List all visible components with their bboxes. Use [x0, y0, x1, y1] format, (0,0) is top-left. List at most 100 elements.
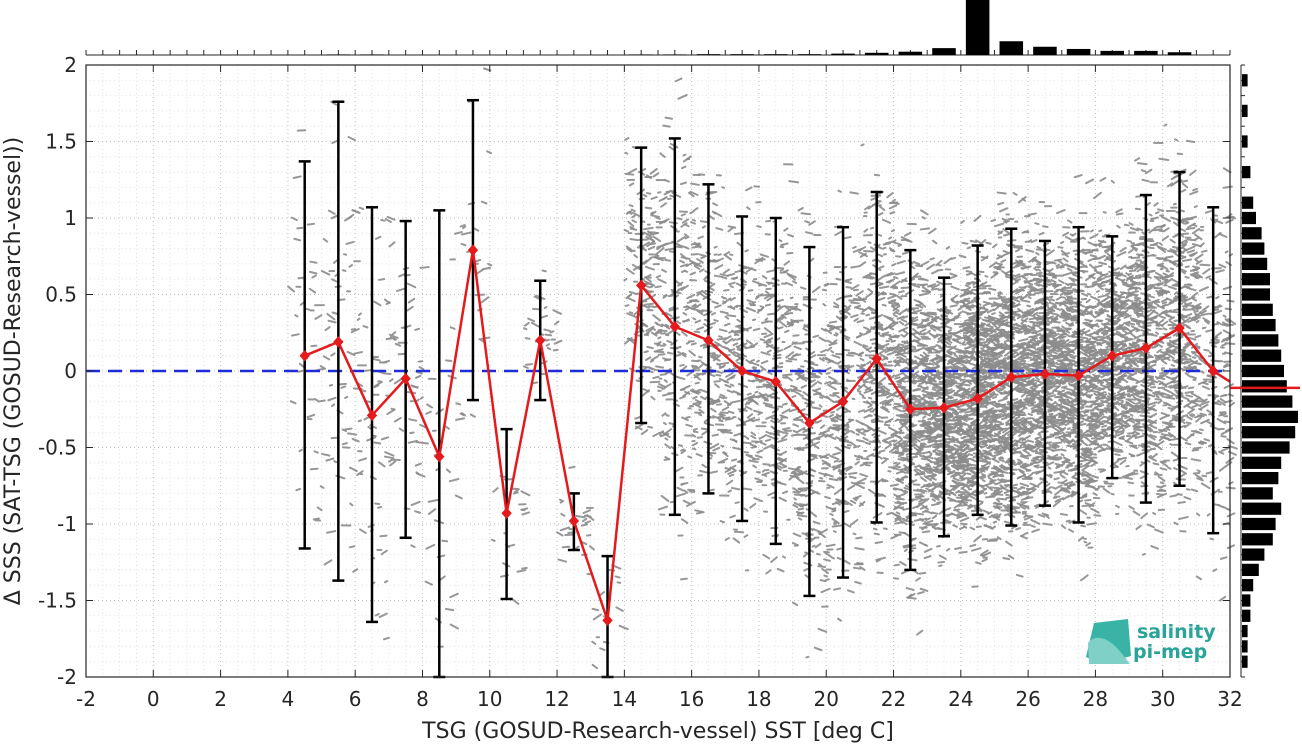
scatter-point	[679, 181, 688, 186]
scatter-point	[1010, 505, 1021, 509]
scatter-point	[895, 311, 902, 316]
scatter-point	[1037, 274, 1042, 278]
scatter-point	[675, 492, 687, 498]
scatter-point	[792, 423, 800, 428]
scatter-point	[677, 94, 688, 100]
scatter-point	[664, 443, 672, 450]
scatter-point	[962, 525, 968, 529]
scatter-point	[967, 319, 978, 323]
scatter-point	[916, 629, 924, 636]
scatter-point	[511, 598, 520, 605]
scatter-point	[763, 333, 774, 339]
scatter-point	[1016, 315, 1023, 320]
scatter-point	[943, 433, 951, 438]
scatter-point	[988, 261, 998, 268]
scatter-point	[723, 380, 730, 384]
top-histogram-bar	[932, 48, 956, 55]
scatter-point	[815, 434, 825, 440]
scatter-point	[661, 387, 666, 390]
scatter-point	[990, 470, 997, 475]
scatter-point	[893, 345, 899, 350]
scatter-point	[958, 324, 965, 328]
scatter-point	[902, 315, 909, 319]
scatter-point	[460, 242, 467, 247]
scatter-point	[341, 428, 348, 432]
scatter-point	[408, 418, 418, 422]
right-histogram-bar	[1242, 334, 1279, 347]
scatter-point	[834, 446, 844, 453]
scatter-point	[784, 307, 794, 315]
scatter-point	[328, 383, 334, 387]
scatter-point	[884, 443, 893, 450]
scatter-point	[1022, 504, 1030, 510]
scatter-point	[729, 296, 736, 302]
scatter-point	[663, 191, 670, 196]
scatter-point	[955, 496, 964, 500]
scatter-point	[1012, 360, 1019, 363]
scatter-point	[915, 577, 921, 582]
scatter-point	[767, 491, 777, 497]
scatter-point	[351, 209, 360, 214]
scatter-point	[680, 449, 687, 455]
scatter-point	[943, 448, 953, 452]
scatter-point	[726, 374, 736, 381]
scatter-point	[949, 449, 960, 457]
right-histogram-bar	[1242, 441, 1290, 454]
scatter-point	[918, 571, 927, 575]
scatter-point	[905, 433, 910, 437]
scatter-point	[999, 456, 1005, 460]
scatter-point	[309, 260, 318, 264]
scatter-point	[914, 364, 920, 369]
scatter-point	[1004, 460, 1009, 464]
scatter-point	[832, 587, 842, 591]
scatter-point	[696, 290, 704, 294]
right-histogram-bar	[1242, 594, 1251, 607]
scatter-point	[863, 389, 874, 394]
scatter-point	[1014, 416, 1021, 420]
scatter-point	[863, 330, 872, 336]
scatter-point	[953, 376, 959, 380]
scatter-point	[684, 390, 691, 395]
scatter-point	[949, 274, 958, 280]
scatter-point	[709, 373, 716, 378]
scatter-point	[913, 512, 924, 516]
top-histogram-bar	[864, 52, 889, 55]
scatter-point	[544, 333, 553, 337]
scatter-point	[889, 316, 894, 320]
scatter-point	[884, 324, 892, 331]
scatter-point	[927, 421, 936, 426]
scatter-point	[994, 338, 1001, 343]
scatter-point	[727, 417, 734, 421]
scatter-point	[951, 438, 957, 443]
scatter-point	[984, 431, 989, 435]
scatter-point	[863, 384, 872, 392]
scatter-point	[732, 338, 737, 342]
scatter-point	[728, 473, 735, 478]
scatter-point	[674, 77, 683, 83]
scatter-point	[1019, 362, 1030, 369]
scatter-point	[951, 367, 959, 370]
scatter-point	[832, 339, 838, 344]
scatter-point	[663, 379, 668, 383]
scatter-point	[846, 367, 852, 372]
scatter-point	[759, 305, 765, 309]
scatter-point	[992, 481, 997, 485]
scatter-point	[876, 345, 883, 349]
scatter-point	[1005, 508, 1011, 511]
scatter-point	[1049, 473, 1053, 477]
scatter-point	[743, 507, 749, 512]
scatter-point	[917, 300, 927, 308]
scatter-point	[681, 330, 688, 337]
scatter-point	[853, 445, 861, 449]
scatter-point	[952, 524, 958, 528]
scatter-point	[415, 398, 420, 402]
scatter-point	[984, 381, 995, 386]
scatter-point	[374, 502, 381, 506]
scatter-point	[1000, 478, 1012, 483]
scatter-point	[346, 350, 356, 357]
scatter-point	[1013, 450, 1023, 455]
scatter-point	[890, 339, 896, 343]
scatter-point	[729, 466, 737, 472]
scatter-point	[888, 204, 898, 210]
scatter-point	[824, 550, 830, 554]
